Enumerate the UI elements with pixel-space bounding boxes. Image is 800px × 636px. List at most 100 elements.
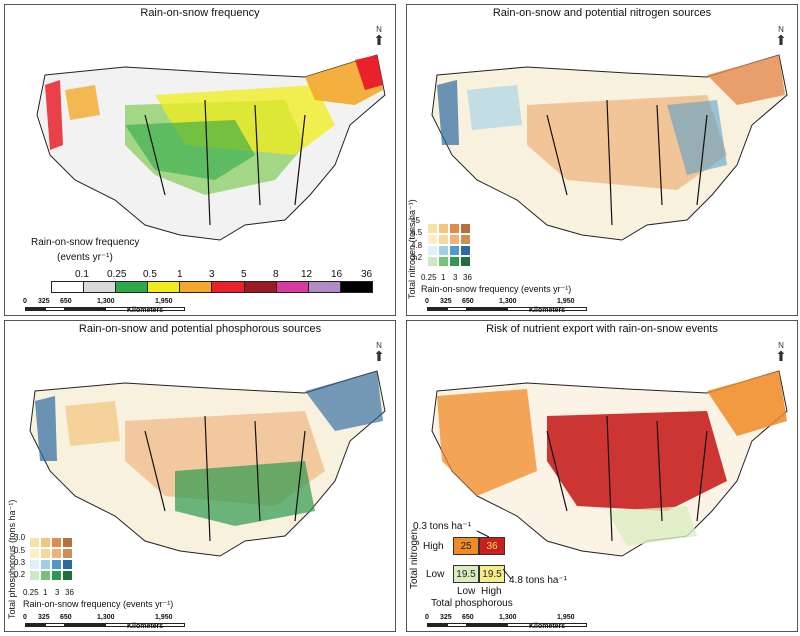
phosphorous-bivariate-legend bbox=[29, 537, 75, 587]
north-arrow-icon: N ⬆ bbox=[771, 341, 791, 363]
scale-tick: 1,300 bbox=[499, 298, 517, 305]
freq-swatch-10 bbox=[340, 282, 372, 292]
scale-tick: 0 bbox=[425, 298, 429, 305]
bivariate-cell bbox=[449, 223, 460, 234]
annotation-arrows bbox=[476, 530, 512, 580]
panel-title: Rain-on-snow frequency bbox=[140, 7, 260, 19]
bivariate-cell bbox=[460, 256, 471, 267]
risk-annotation-top: 0.3 tons ha⁻¹ bbox=[413, 521, 472, 532]
scale-tick: 1,950 bbox=[557, 298, 575, 305]
x-tick: 3 bbox=[453, 273, 458, 282]
nitrogen-bivariate-legend bbox=[427, 223, 473, 273]
freq-swatch-4 bbox=[148, 282, 181, 292]
panel-title: Risk of nutrient export with rain-on-sno… bbox=[486, 323, 718, 335]
risk-col-label-low: Low bbox=[457, 586, 476, 597]
bivariate-cell bbox=[40, 559, 51, 570]
bivariate-cell bbox=[427, 223, 438, 234]
bivariate-cell bbox=[62, 548, 73, 559]
freq-swatch-9 bbox=[308, 282, 341, 292]
freq-break-label: 16 bbox=[331, 269, 343, 280]
freq-break-label: 1 bbox=[177, 269, 183, 280]
scale-tick: 0 bbox=[23, 298, 27, 305]
y-tick: 6.5 bbox=[411, 228, 423, 237]
panel-title: Rain-on-snow and potential nitrogen sour… bbox=[492, 7, 712, 19]
y-tick: 0.3 bbox=[14, 558, 26, 567]
bivariate-cell bbox=[449, 245, 460, 256]
bivariate-cell bbox=[62, 559, 73, 570]
freq-break-label: 5 bbox=[241, 269, 247, 280]
north-arrow-icon: N ⬆ bbox=[369, 25, 389, 47]
scale-tick: 0 bbox=[23, 614, 27, 621]
x-tick: 36 bbox=[65, 588, 74, 597]
freq-break-label: 0.5 bbox=[143, 269, 157, 280]
bivariate-cell bbox=[40, 537, 51, 548]
y-tick: 0.5 bbox=[14, 546, 26, 555]
bivariate-cell bbox=[62, 570, 73, 581]
freq-swatch-2 bbox=[84, 282, 117, 292]
x-tick: 1 bbox=[441, 273, 446, 282]
scale-tick: 325 bbox=[440, 298, 452, 305]
bivariate-cell bbox=[427, 234, 438, 245]
scale-tick: 650 bbox=[462, 614, 474, 621]
freq-break-label: 8 bbox=[273, 269, 279, 280]
bivariate-cell bbox=[438, 234, 449, 245]
y-tick: 3.0 bbox=[14, 533, 26, 542]
bivariate-cell bbox=[438, 245, 449, 256]
freq-break-label: 0.25 bbox=[107, 269, 127, 280]
bivariate-cell bbox=[427, 256, 438, 267]
risk-cell-low-high: 19.5 bbox=[479, 565, 505, 583]
bivariate-cell bbox=[29, 548, 40, 559]
north-label: N bbox=[376, 341, 382, 350]
scale-unit: Kilometers bbox=[127, 623, 164, 630]
freq-break-label: 0.1 bbox=[75, 269, 89, 280]
scale-tick: 1,300 bbox=[97, 298, 115, 305]
frequency-legend-bar bbox=[51, 281, 373, 293]
scale-unit: Kilometers bbox=[127, 307, 164, 314]
bivariate-cell bbox=[51, 570, 62, 581]
scale-tick: 650 bbox=[462, 298, 474, 305]
freq-swatch-6 bbox=[212, 282, 245, 292]
scale-tick: 325 bbox=[440, 614, 452, 621]
freq-swatch-5 bbox=[180, 282, 213, 292]
scale-unit: Kilometers bbox=[529, 623, 566, 630]
us-map-phosphorous bbox=[29, 370, 386, 557]
panel-nitrogen-sources: Rain-on-snow and potential nitrogen sour… bbox=[406, 4, 798, 316]
panel-rain-on-snow-frequency: Rain-on-snow frequency Rain-on-snow freq… bbox=[4, 4, 396, 316]
freq-swatch-3 bbox=[116, 282, 149, 292]
us-map-frequency bbox=[36, 54, 386, 241]
risk-col-label-high: High bbox=[481, 586, 502, 597]
bivariate-cell bbox=[40, 548, 51, 559]
us-map-nitrogen bbox=[431, 54, 788, 241]
scale-unit: Kilometers bbox=[529, 307, 566, 314]
y-tick: 0.2 bbox=[14, 570, 26, 579]
north-label: N bbox=[778, 341, 784, 350]
scale-tick: 325 bbox=[38, 298, 50, 305]
bivariate-cell bbox=[460, 223, 471, 234]
frequency-legend-unit: (events yr⁻¹) bbox=[57, 252, 113, 263]
scale-bar bbox=[25, 307, 185, 311]
scale-tick: 650 bbox=[60, 614, 72, 621]
x-tick: 0.25 bbox=[23, 588, 39, 597]
bivariate-cell bbox=[29, 559, 40, 570]
north-label: N bbox=[376, 25, 382, 34]
bivariate-cell bbox=[449, 256, 460, 267]
bivariate-cell bbox=[427, 245, 438, 256]
risk-cell-low-low: 19.5 bbox=[453, 565, 479, 583]
freq-swatch-8 bbox=[276, 282, 309, 292]
freq-break-label: 12 bbox=[301, 269, 313, 280]
scale-tick: 0 bbox=[425, 614, 429, 621]
x-tick: 0.25 bbox=[421, 273, 437, 282]
x-tick: 36 bbox=[463, 273, 472, 282]
panel-phosphorous-sources: Rain-on-snow and potential phosphorous s… bbox=[4, 320, 396, 632]
bivariate-cell bbox=[62, 537, 73, 548]
legend-y-label: Total nitrogen (tons ha⁻¹) bbox=[407, 199, 417, 299]
y-tick: 45 bbox=[411, 216, 420, 225]
bivariate-cell bbox=[460, 234, 471, 245]
legend-x-label: Rain-on-snow frequency (events yr⁻¹) bbox=[421, 284, 572, 294]
scale-tick: 1,950 bbox=[557, 614, 575, 621]
scale-bar bbox=[427, 623, 587, 627]
north-arrow-icon: N ⬆ bbox=[369, 341, 389, 363]
scale-bar bbox=[427, 307, 587, 311]
risk-cell-high-low: 25 bbox=[453, 537, 479, 555]
scale-tick: 1,950 bbox=[155, 614, 173, 621]
